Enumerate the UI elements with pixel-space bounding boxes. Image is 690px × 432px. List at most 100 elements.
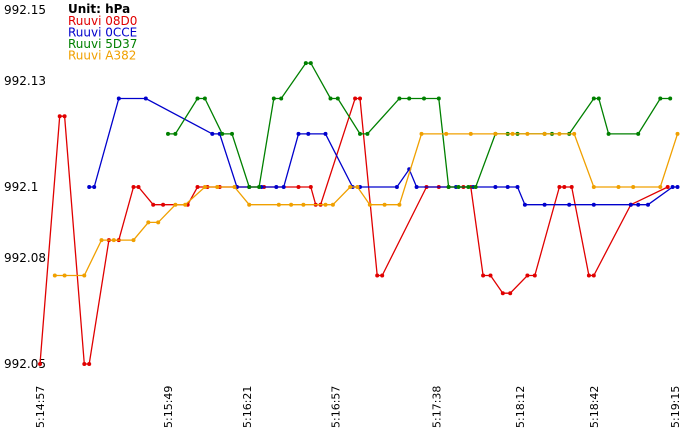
data-point [355, 185, 360, 189]
data-point [38, 362, 42, 366]
series-ruuvi-0cce [87, 96, 680, 207]
data-point [670, 185, 675, 189]
data-point [358, 131, 362, 136]
data-point [271, 96, 276, 101]
data-point [57, 114, 62, 119]
data-point [306, 131, 311, 136]
data-point [397, 96, 402, 101]
data-point [183, 202, 188, 207]
x-tick-label: 5:18:12 [514, 386, 527, 428]
data-point [636, 131, 641, 136]
data-point [532, 273, 537, 278]
data-point [87, 185, 92, 189]
data-point [136, 185, 141, 189]
data-point [296, 131, 301, 136]
data-point [131, 185, 136, 189]
data-point [473, 185, 478, 189]
data-point [481, 273, 486, 278]
x-tick-label: 5:16:57 [329, 386, 342, 428]
data-point [515, 185, 520, 189]
y-tick-label: 992.05 [4, 357, 46, 371]
data-point [628, 202, 633, 207]
series-ruuvi-a382 [52, 131, 680, 278]
data-point [446, 185, 451, 189]
data-point [276, 202, 281, 207]
data-point [616, 185, 621, 189]
y-tick-label: 992.15 [4, 3, 46, 17]
data-point [569, 185, 574, 189]
data-point [591, 202, 596, 207]
x-tick-label: 5:16:21 [241, 386, 254, 428]
data-point [335, 96, 340, 101]
data-point [323, 131, 328, 136]
data-point [62, 114, 67, 119]
x-tick-label: 5:18:42 [588, 386, 601, 428]
data-point [202, 185, 207, 189]
data-point [220, 131, 225, 136]
data-point [493, 131, 498, 136]
data-point [247, 185, 252, 189]
data-point [375, 273, 380, 278]
data-point [365, 131, 370, 136]
data-point [466, 185, 471, 189]
data-point [195, 185, 200, 189]
data-point [289, 202, 294, 207]
data-point [591, 185, 596, 189]
data-point [52, 273, 57, 278]
data-point [508, 291, 513, 296]
series-line [168, 62, 671, 188]
data-point [493, 185, 498, 189]
data-point [99, 238, 104, 243]
series-line [89, 97, 678, 206]
data-point [87, 362, 92, 366]
data-point [675, 131, 680, 136]
data-point [146, 220, 151, 225]
series-line [39, 97, 668, 365]
data-point [505, 185, 510, 189]
data-point [586, 273, 591, 278]
data-point [303, 61, 308, 66]
legend-entry: Ruuvi A382 [68, 49, 136, 63]
data-point [247, 202, 252, 207]
x-tick-label: 5:19:15 [669, 386, 682, 428]
data-point [665, 185, 670, 189]
y-tick-label: 992.13 [4, 74, 46, 88]
data-point [151, 202, 156, 207]
series-layer [38, 61, 680, 366]
data-point [330, 202, 335, 207]
x-tick-label: 5:17:38 [430, 386, 443, 428]
data-point [675, 185, 680, 189]
data-point [380, 273, 385, 278]
data-point [358, 96, 362, 101]
data-point [668, 96, 673, 101]
data-point [257, 185, 262, 189]
data-point [567, 202, 572, 207]
data-point [143, 96, 148, 101]
data-point [636, 202, 641, 207]
data-point [414, 185, 419, 189]
data-point [328, 96, 333, 101]
data-point [382, 202, 387, 207]
data-point [274, 185, 279, 189]
data-point [173, 131, 178, 136]
legend-entry: Ruuvi 5D37 [68, 37, 137, 51]
data-point [156, 220, 161, 225]
data-point [296, 185, 301, 189]
data-point [210, 131, 215, 136]
data-point [658, 96, 663, 101]
data-point [116, 96, 121, 101]
data-point [456, 185, 461, 189]
legend-entry: Ruuvi 08D0 [68, 14, 137, 28]
data-point [419, 131, 424, 136]
data-point [230, 131, 234, 136]
data-point [522, 202, 527, 207]
data-point [500, 291, 505, 296]
data-point [591, 96, 596, 101]
data-point [444, 131, 449, 136]
data-point [232, 185, 237, 189]
data-point [195, 96, 200, 101]
x-axis-ticks: 5:14:57 5:15:49 5:16:21 5:16:57 5:17:38 5:18:… [34, 386, 682, 428]
data-point [591, 273, 596, 278]
